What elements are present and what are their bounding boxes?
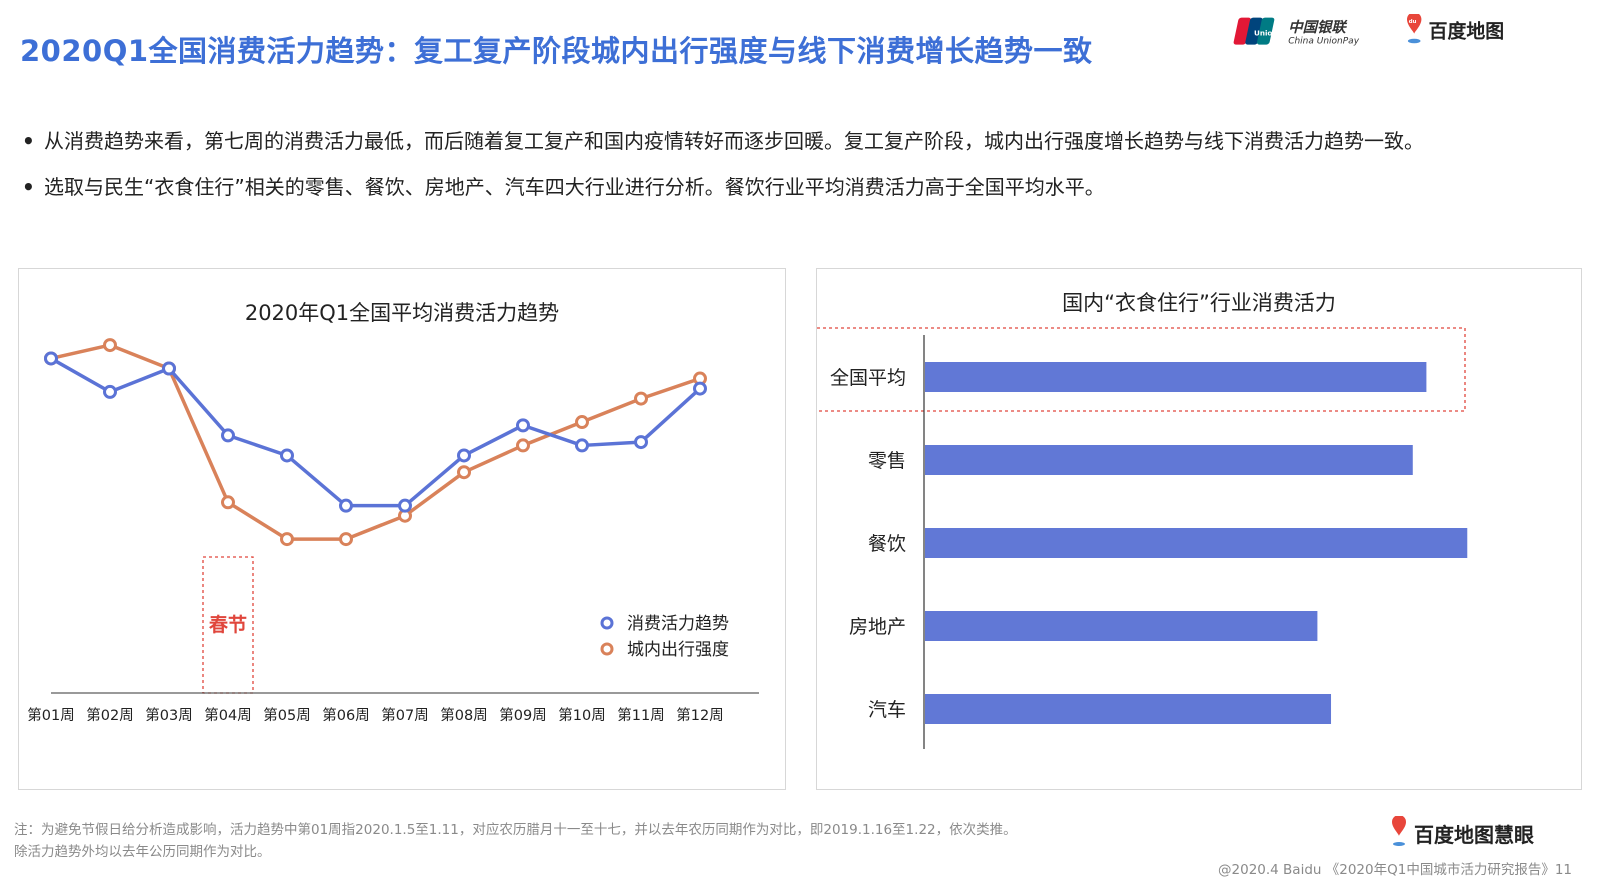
- legend-marker: [600, 616, 614, 630]
- line-chart-title: 2020年Q1全国平均消费活力趋势: [244, 301, 560, 325]
- legend-marker: [600, 642, 614, 656]
- bar: [925, 611, 1318, 641]
- data-point-travel: [457, 465, 471, 480]
- bullet-text: 从消费趋势来看，第七周的消费活力最低，而后随着复工复产和国内疫情转好而逐步回暖。…: [44, 129, 1424, 153]
- footnote-line: 除活力趋势外均以去年公历同期作为对比。: [14, 844, 271, 860]
- bullet-marker: •: [22, 129, 35, 153]
- data-point-travel: [634, 391, 648, 406]
- highlight-box: [817, 327, 1466, 412]
- data-point-consumption: [280, 448, 294, 463]
- bar: [925, 528, 1468, 558]
- x-tick-label: 第12周: [676, 706, 723, 724]
- header-logos: UnionPay 银联 中国银联 China UnionPay du 百度地图: [1233, 14, 1505, 47]
- x-tick-label: 第11周: [617, 706, 664, 724]
- baidu-map-logo: du 百度地图: [1407, 14, 1505, 44]
- data-point-travel: [221, 495, 235, 510]
- footnote: 注：为避免节假日给分析造成影响，活力趋势中第01周指2020.1.5至1.11，…: [14, 819, 1017, 863]
- data-point-consumption: [221, 428, 235, 443]
- data-point-consumption: [516, 418, 530, 433]
- data-point-consumption: [339, 498, 353, 513]
- bullet-text: 选取与民生“衣食住行”相关的零售、餐饮、房地产、汽车四大行业进行分析。餐饮行业平…: [44, 175, 1105, 199]
- data-point-travel: [575, 415, 589, 430]
- x-tick-label: 第07周: [381, 706, 428, 724]
- bar-chart-title: 国内“衣食住行”行业消费活力: [1062, 291, 1336, 315]
- bar-chart-panel: 国内“衣食住行”行业消费活力 全国平均零售餐饮房地产汽车: [816, 268, 1582, 790]
- legend-label: 城内出行强度: [627, 640, 729, 660]
- y-tick-label: 餐饮: [868, 533, 906, 555]
- series-line-consumption: [50, 356, 702, 508]
- x-tick-label: 第05周: [263, 706, 310, 724]
- bar: [925, 362, 1427, 392]
- series-line-travel: [50, 343, 701, 541]
- map-pin-icon: [1407, 14, 1422, 34]
- unionpay-badge-text: UnionPay 银联: [1254, 29, 1310, 38]
- unionpay-en-text: China UnionPay: [1288, 37, 1360, 47]
- x-tick-label: 第04周: [204, 706, 251, 724]
- data-point-travel: [516, 438, 530, 453]
- data-point-consumption: [44, 351, 58, 366]
- bar: [925, 445, 1413, 475]
- x-tick-label: 第03周: [145, 706, 192, 724]
- brand-bottom-logo: 百度地图慧眼: [1392, 816, 1534, 847]
- x-tick-label: 第06周: [322, 706, 369, 724]
- footnote-line: 注：为避免节假日给分析造成影响，活力趋势中第01周指2020.1.5至1.11，…: [14, 822, 1017, 838]
- pin-shadow-icon: [1393, 842, 1405, 846]
- du-badge-text: du: [1409, 19, 1417, 25]
- page-title: 2020Q1全国消费活力趋势：复工复产阶段城内出行强度与线下消费增长趋势一致: [20, 34, 1093, 68]
- y-tick-label: 全国平均: [830, 367, 906, 389]
- y-tick-label: 房地产: [849, 616, 906, 638]
- data-point-travel: [103, 338, 117, 353]
- source-citation: @2020.4 Baidu 《2020年Q1中国城市活力研究报告》11: [1218, 862, 1572, 878]
- unionpay-cn-text: 中国银联: [1288, 19, 1348, 36]
- data-point-consumption: [103, 384, 117, 399]
- data-point-travel: [280, 532, 294, 547]
- spring-festival-label: 春节: [209, 613, 247, 636]
- y-tick-label: 汽车: [868, 699, 906, 721]
- brand-bottom-text: 百度地图慧眼: [1414, 823, 1534, 847]
- x-tick-label: 第02周: [86, 706, 133, 724]
- x-tick-label: 第09周: [499, 706, 546, 724]
- data-point-travel: [339, 532, 353, 547]
- bullet-list: • 从消费趋势来看，第七周的消费活力最低，而后随着复工复产和国内疫情转好而逐步回暖…: [22, 118, 1582, 210]
- data-point-consumption: [693, 381, 707, 396]
- data-point-consumption: [457, 448, 471, 463]
- data-point-consumption: [162, 361, 176, 376]
- bullet-item: • 从消费趋势来看，第七周的消费活力最低，而后随着复工复产和国内疫情转好而逐步回暖…: [22, 118, 1582, 164]
- map-pin-icon: [1392, 816, 1406, 836]
- bar: [925, 694, 1332, 724]
- x-tick-label: 第08周: [440, 706, 487, 724]
- y-tick-label: 零售: [868, 450, 906, 472]
- line-chart-panel: 2020年Q1全国平均消费活力趋势 春节第01周 第02周 第03周 第04周 第05周…: [18, 268, 786, 790]
- legend-label: 消费活力趋势: [627, 614, 729, 634]
- unionpay-logo: UnionPay 银联 中国银联 China UnionPay: [1233, 17, 1360, 47]
- pin-shadow-icon: [1407, 38, 1421, 44]
- bullet-marker: •: [22, 175, 35, 199]
- bullet-item: • 选取与民生“衣食住行”相关的零售、餐饮、房地产、汽车四大行业进行分析。餐饮行业…: [22, 164, 1582, 210]
- data-point-consumption: [634, 435, 648, 450]
- baidu-map-text: 百度地图: [1429, 19, 1505, 42]
- x-tick-label: 第01周: [27, 706, 74, 724]
- x-tick-label: 第10周: [558, 706, 605, 724]
- data-point-consumption: [575, 438, 589, 453]
- data-point-consumption: [398, 498, 412, 513]
